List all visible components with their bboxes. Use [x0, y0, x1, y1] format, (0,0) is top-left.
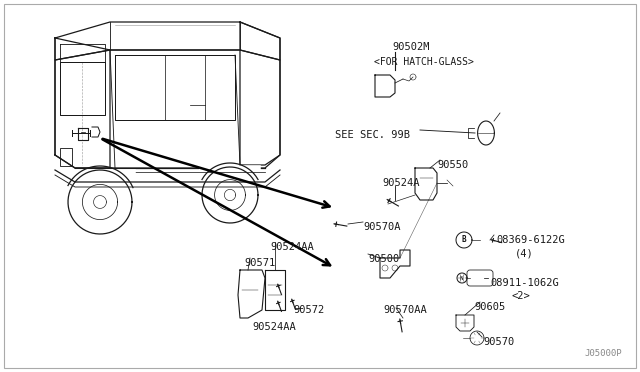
Text: 90570AA: 90570AA	[383, 305, 427, 315]
Bar	[60, 148, 72, 166]
Text: 90500: 90500	[368, 254, 399, 264]
Text: 90570A: 90570A	[363, 222, 401, 232]
Text: 08369-6122G: 08369-6122G	[496, 235, 564, 245]
Text: 90524A: 90524A	[382, 178, 419, 188]
Text: 90524AA: 90524AA	[252, 322, 296, 332]
Text: 90524AA: 90524AA	[270, 242, 314, 252]
Text: <2>: <2>	[512, 291, 531, 301]
Text: 08911-1062G: 08911-1062G	[490, 278, 559, 288]
Text: 90550: 90550	[437, 160, 468, 170]
Text: 90502M: 90502M	[392, 42, 429, 52]
Text: 90572: 90572	[293, 305, 324, 315]
Text: 90570: 90570	[483, 337, 515, 347]
Text: 90605: 90605	[474, 302, 505, 312]
Text: SEE SEC. 99B: SEE SEC. 99B	[335, 130, 410, 140]
Text: J05000P: J05000P	[584, 349, 622, 358]
Text: B: B	[461, 235, 467, 244]
Text: <FOR HATCH-GLASS>: <FOR HATCH-GLASS>	[374, 57, 474, 67]
Text: (4): (4)	[515, 248, 534, 258]
Text: N: N	[460, 276, 464, 280]
Text: 90571: 90571	[244, 258, 275, 268]
